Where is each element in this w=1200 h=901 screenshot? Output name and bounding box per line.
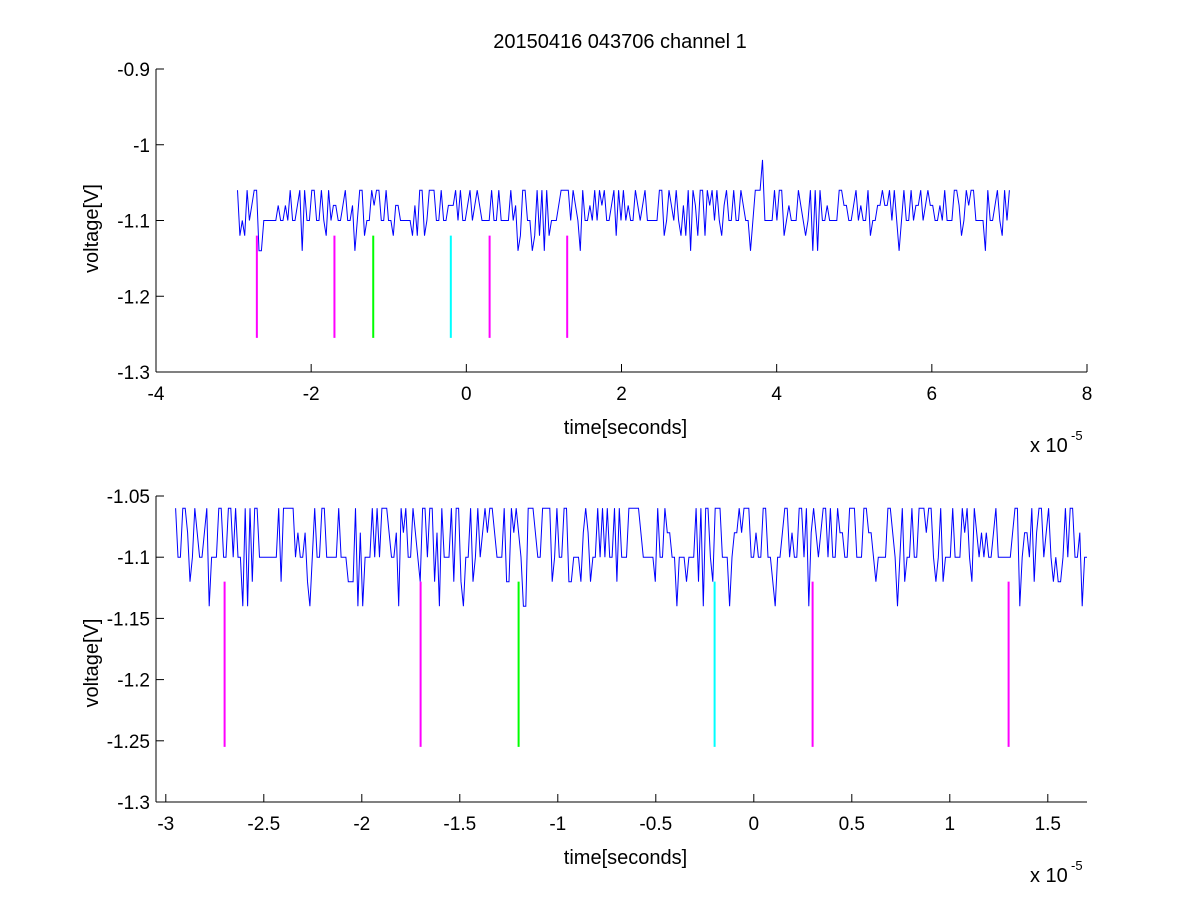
chart-1-x-tick-label: 0 bbox=[461, 384, 472, 405]
chart-1-x-exponent: x 10 bbox=[1030, 435, 1068, 457]
chart-1-y-tick-label: -1.2 bbox=[117, 287, 150, 308]
chart-2-y-tick-label: -1.3 bbox=[117, 793, 150, 814]
chart-2-y-tick-label: -1.05 bbox=[107, 487, 150, 508]
chart-2-x-tick-label: 0.5 bbox=[839, 814, 865, 835]
chart-2-y-tick-label: -1.15 bbox=[107, 609, 150, 630]
chart-2-x-tick-label: -2 bbox=[353, 814, 370, 835]
top-plot: -4 -2 0 2 4 6 8 -1.3 -1.2 -1.1 -1 -0.9 time[seconds]… bbox=[81, 60, 1092, 457]
chart-1-x-tick-label: 2 bbox=[616, 384, 627, 405]
chart-2-y-tick-label: -1.2 bbox=[117, 671, 150, 692]
chart-2-y-label: voltage[V] bbox=[81, 619, 103, 708]
chart-1-x-tick-label: 4 bbox=[771, 384, 782, 405]
chart-2-y-tick-label: -1.25 bbox=[107, 732, 150, 753]
chart-2-x-exponent-power: -5 bbox=[1071, 858, 1083, 873]
chart-2-x-tick-label: 1.5 bbox=[1035, 814, 1061, 835]
chart-1-y-tick-label: -1.1 bbox=[117, 212, 150, 233]
chart-2-x-tick-label: -3 bbox=[157, 814, 174, 835]
chart-2-x-tick-label: -0.5 bbox=[639, 814, 672, 835]
chart-1-y-tick-label: -1.3 bbox=[117, 363, 150, 384]
chart-1-x-tick-label: -4 bbox=[148, 384, 165, 405]
bottom-plot: -3 -2.5 -2 -1.5 -1 -0.5 0 0.5 1 1.5 -1.3 -1.25 -1.2 -… bbox=[81, 487, 1087, 887]
chart-1-y-tick-label: -0.9 bbox=[117, 60, 150, 81]
chart-2-y-tick-label: -1.1 bbox=[117, 548, 150, 569]
chart-2-x-tick-label: 1 bbox=[945, 814, 956, 835]
chart-2-x-tick-label: -2.5 bbox=[247, 814, 280, 835]
chart-2-x-label: time[seconds] bbox=[564, 847, 687, 869]
chart-2-x-tick-label: -1 bbox=[549, 814, 566, 835]
chart-2-x-tick-label: 0 bbox=[749, 814, 760, 835]
chart-1-x-tick-label: 8 bbox=[1082, 384, 1093, 405]
chart-1-y-label: voltage[V] bbox=[81, 184, 103, 273]
chart-2-x-tick-label: -1.5 bbox=[443, 814, 476, 835]
chart-1-x-label: time[seconds] bbox=[564, 417, 687, 439]
chart-1-x-tick-label: -2 bbox=[303, 384, 320, 405]
chart-2-x-exponent: x 10 bbox=[1030, 865, 1068, 887]
chart-1-signal-line bbox=[237, 159, 1010, 252]
figure-title: 20150416 043706 channel 1 bbox=[493, 31, 747, 53]
chart-1-x-exponent-power: -5 bbox=[1071, 428, 1083, 443]
chart-1-x-tick-label: 6 bbox=[927, 384, 938, 405]
chart-2-signal-line bbox=[175, 507, 1087, 607]
chart-1-y-tick-label: -1 bbox=[133, 136, 150, 157]
